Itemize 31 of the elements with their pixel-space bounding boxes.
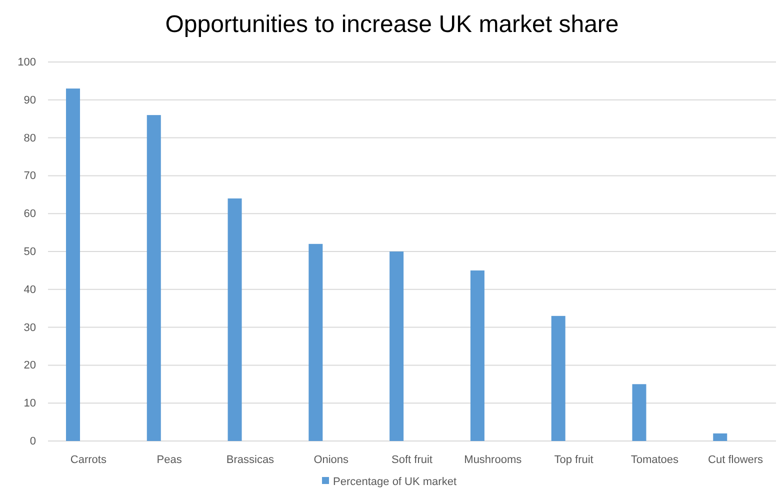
y-tick-label: 30 xyxy=(24,322,36,334)
y-tick-label: 10 xyxy=(24,398,36,410)
x-tick-label: Onions xyxy=(314,454,350,466)
y-tick-label: 40 xyxy=(24,284,36,296)
y-tick-label: 0 xyxy=(30,436,36,448)
bar xyxy=(390,252,404,441)
bar xyxy=(66,88,80,441)
legend-label: Percentage of UK market xyxy=(333,476,457,488)
bar xyxy=(632,384,646,441)
x-tick-label: Carrots xyxy=(70,454,107,466)
y-tick-label: 70 xyxy=(24,170,36,182)
x-tick-label: Brassicas xyxy=(226,454,275,466)
x-tick-label: Peas xyxy=(156,454,182,466)
chart-title: Opportunities to increase UK market share xyxy=(165,11,619,38)
bar xyxy=(228,198,242,441)
x-tick-label: Top fruit xyxy=(554,454,594,466)
y-tick-label: 20 xyxy=(24,360,36,372)
bar xyxy=(308,244,323,441)
bar xyxy=(713,433,728,441)
x-tick-label: Mushrooms xyxy=(464,454,522,466)
y-tick-label: 60 xyxy=(24,208,36,220)
x-tick-label: Cut flowers xyxy=(708,454,764,466)
y-tick-label: 90 xyxy=(24,94,36,106)
y-tick-label: 50 xyxy=(24,246,36,258)
bar xyxy=(146,115,161,441)
y-tick-label: 100 xyxy=(18,56,36,69)
y-tick-label: 80 xyxy=(24,132,36,144)
bar xyxy=(551,316,566,441)
bar xyxy=(470,270,484,441)
x-tick-label: Tomatoes xyxy=(630,454,680,466)
x-tick-label: Soft fruit xyxy=(392,454,432,466)
